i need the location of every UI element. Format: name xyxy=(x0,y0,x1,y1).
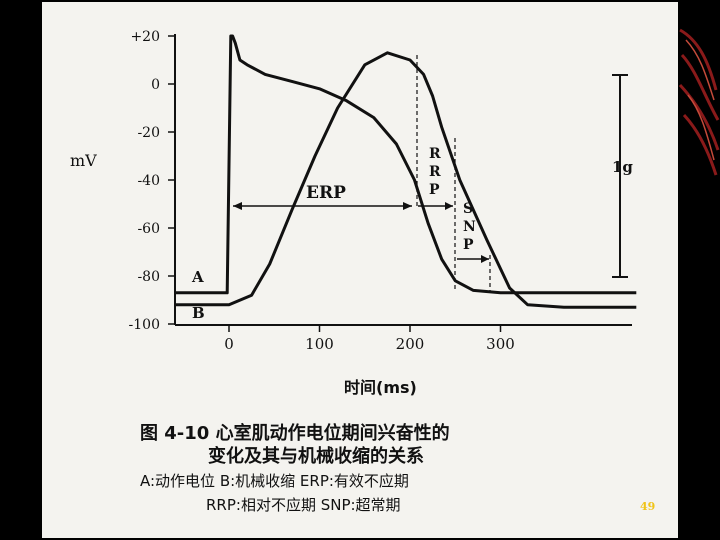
page-number: 49 xyxy=(640,500,655,513)
y-tick-label: 0 xyxy=(151,77,160,93)
y-tick-label: -80 xyxy=(137,269,160,285)
series-a-line xyxy=(174,34,637,295)
rrp-letter-3: P xyxy=(429,182,440,198)
y-tick-label: -60 xyxy=(137,221,160,237)
caption-line-1: 图 4-10 心室肌动作电位期间兴奋性的 xyxy=(140,422,450,444)
figure-page xyxy=(42,2,678,538)
rrp-letter-1: R xyxy=(429,146,441,162)
y-tick-label: -100 xyxy=(129,317,160,333)
erp-label: ERP xyxy=(306,183,346,203)
erp-arrowhead-right xyxy=(403,202,412,210)
rrp-letter-2: R xyxy=(429,164,441,180)
caption-line-3: A:动作电位 B:机械收缩 ERP:有效不应期 xyxy=(140,472,409,490)
y-tick-label: -20 xyxy=(137,125,160,141)
snp-letter-3: P xyxy=(463,237,474,253)
scale-label: 1g xyxy=(612,158,633,176)
figure-caption: 图 4-10 心室肌动作电位期间兴奋性的 变化及其与机械收缩的关系 A:动作电位… xyxy=(140,422,450,514)
snp-arrowhead xyxy=(481,255,489,263)
x-tick-label: 100 xyxy=(305,335,334,353)
snp-letter-2: N xyxy=(463,219,476,235)
x-tick-label: 300 xyxy=(486,335,515,353)
rrp-arrowhead xyxy=(445,202,453,210)
caption-line-4: RRP:相对不应期 SNP:超常期 xyxy=(206,496,401,514)
xlabel: 时间(ms) xyxy=(344,378,417,397)
legend-b: B xyxy=(192,304,205,322)
x-tick-label: 0 xyxy=(224,335,234,353)
x-tick-label: 200 xyxy=(396,335,425,353)
erp-arrowhead-left xyxy=(233,202,242,210)
red-swirl-ornament xyxy=(678,28,720,176)
y-tick-label: +20 xyxy=(130,29,160,45)
caption-line-2: 变化及其与机械收缩的关系 xyxy=(208,445,424,467)
ylabel: mV xyxy=(70,151,97,170)
y-tick-label: -40 xyxy=(137,173,160,189)
legend-a: A xyxy=(191,268,204,286)
series-b-line xyxy=(174,51,637,309)
snp-letter-1: S xyxy=(463,201,473,217)
